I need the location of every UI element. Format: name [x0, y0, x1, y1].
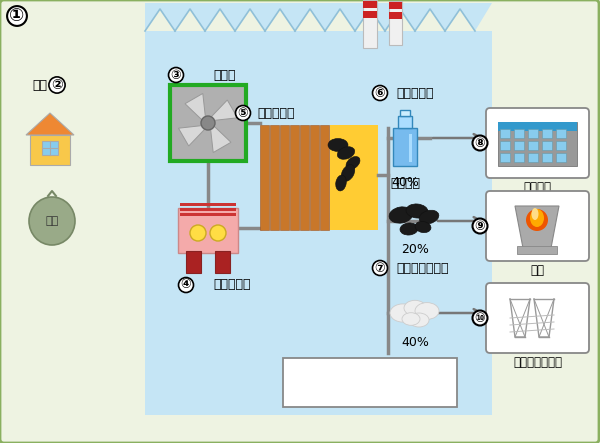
Bar [498, 122, 577, 131]
Ellipse shape [328, 139, 348, 152]
Bar [310, 125, 319, 230]
FancyBboxPatch shape [486, 283, 589, 353]
Text: ⑩: ⑩ [475, 311, 485, 325]
Text: ⑦: ⑦ [374, 261, 385, 275]
Polygon shape [26, 113, 74, 135]
Bar [145, 31, 492, 415]
Bar [42, 141, 58, 155]
Bar [528, 141, 538, 150]
Bar [389, 1, 402, 45]
Bar [398, 116, 412, 128]
Ellipse shape [341, 165, 355, 181]
Text: 高炉: 高炉 [530, 264, 545, 277]
Bar [542, 141, 552, 150]
Bar [30, 135, 70, 165]
Bar [514, 129, 524, 138]
Bar [542, 129, 552, 138]
Ellipse shape [389, 207, 413, 223]
Text: ②: ② [51, 78, 63, 92]
Text: 40%: 40% [391, 175, 419, 189]
Bar [180, 208, 236, 211]
Text: ⑨: ⑨ [475, 219, 485, 233]
Ellipse shape [526, 209, 548, 231]
Bar [542, 153, 552, 162]
Bar [556, 153, 566, 162]
Bar [393, 128, 417, 166]
Bar [500, 153, 510, 162]
Ellipse shape [532, 208, 539, 220]
Polygon shape [211, 100, 238, 120]
Ellipse shape [415, 222, 431, 233]
Bar [389, 2, 402, 9]
Bar [320, 125, 329, 230]
Text: コークス: コークス [390, 176, 420, 190]
Ellipse shape [402, 313, 420, 325]
Ellipse shape [337, 147, 355, 159]
Text: 水素H、メタンCH₄などの: 水素H、メタンCH₄などの [326, 373, 415, 382]
Bar [556, 141, 566, 150]
FancyBboxPatch shape [283, 358, 457, 407]
Text: ①: ① [10, 7, 25, 25]
Text: ⑧: ⑧ [475, 136, 485, 149]
Ellipse shape [406, 204, 428, 218]
Bar [330, 125, 378, 230]
Bar [260, 125, 269, 230]
Polygon shape [185, 93, 205, 120]
Bar [528, 129, 538, 138]
Text: ④: ④ [181, 279, 191, 291]
Bar [517, 246, 557, 254]
Bar [290, 125, 299, 230]
Bar [556, 129, 566, 138]
Text: 40%: 40% [401, 337, 429, 350]
FancyBboxPatch shape [486, 108, 589, 178]
Text: ごみ: ごみ [46, 216, 59, 226]
Bar [363, 11, 377, 18]
Ellipse shape [404, 300, 426, 316]
Circle shape [201, 116, 215, 130]
Polygon shape [145, 3, 492, 31]
Ellipse shape [530, 209, 544, 227]
Ellipse shape [29, 197, 75, 245]
Text: ③: ③ [170, 69, 181, 82]
Bar [409, 134, 412, 162]
Text: ⑥: ⑥ [374, 86, 385, 100]
Bar [389, 12, 402, 19]
Text: コークス炉ガス: コークス炉ガス [396, 261, 449, 275]
Bar [500, 129, 510, 138]
Bar [363, 1, 377, 8]
Text: 発電などに利用: 発電などに利用 [513, 356, 562, 369]
Bar [528, 153, 538, 162]
Ellipse shape [409, 313, 429, 327]
Ellipse shape [390, 304, 416, 322]
Ellipse shape [400, 223, 418, 235]
Bar [500, 141, 510, 150]
Bar [270, 125, 279, 230]
Ellipse shape [419, 210, 439, 224]
Bar [180, 213, 236, 216]
Text: ⑤: ⑤ [238, 106, 248, 120]
Bar [170, 85, 246, 161]
Text: ガスが出る: ガスが出る [353, 385, 386, 396]
Circle shape [210, 225, 226, 241]
Text: 炙化水素油: 炙化水素油 [396, 86, 433, 100]
Bar [498, 122, 577, 166]
Polygon shape [211, 125, 231, 152]
Ellipse shape [415, 303, 439, 319]
Bar [178, 208, 238, 253]
Polygon shape [515, 206, 559, 248]
Bar [186, 251, 201, 273]
Bar [400, 110, 410, 116]
Text: 20%: 20% [401, 242, 429, 256]
Bar [280, 125, 289, 230]
Ellipse shape [335, 175, 346, 191]
Ellipse shape [346, 156, 360, 170]
Bar [514, 153, 524, 162]
Text: コークス炉: コークス炉 [257, 106, 295, 120]
Text: 家庭: 家庭 [32, 78, 47, 92]
Circle shape [190, 225, 206, 241]
Bar [300, 125, 309, 230]
Bar [180, 203, 236, 206]
Text: 破砕機: 破砕機 [213, 69, 235, 82]
FancyBboxPatch shape [486, 191, 589, 261]
